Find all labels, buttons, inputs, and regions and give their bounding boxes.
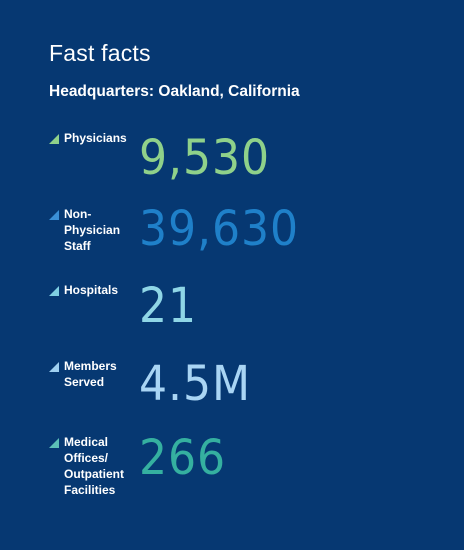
triangle-marker-shape bbox=[49, 210, 59, 220]
fact-label: Members Served bbox=[64, 359, 117, 389]
fact-value: 4.5M bbox=[139, 356, 252, 412]
page-title: Fast facts bbox=[49, 40, 151, 66]
triangle-marker-icon bbox=[49, 286, 59, 296]
triangle-marker-shape bbox=[49, 286, 59, 296]
fact-label: Non- Physician Staff bbox=[64, 207, 121, 253]
fact-label: Hospitals bbox=[64, 283, 119, 297]
triangle-marker-shape bbox=[49, 438, 59, 448]
triangle-marker-icon bbox=[49, 210, 59, 220]
fact-value: 39,630 bbox=[139, 201, 300, 257]
fact-value: 21 bbox=[139, 278, 198, 334]
triangle-marker-icon bbox=[49, 362, 59, 372]
fact-value: 9,530 bbox=[139, 130, 271, 186]
fact-value: 266 bbox=[139, 430, 227, 486]
triangle-marker-icon bbox=[49, 134, 59, 144]
fact-label: Medical Offices/ Outpatient Facilities bbox=[64, 435, 124, 497]
triangle-marker-shape bbox=[49, 362, 59, 372]
triangle-marker-icon bbox=[49, 438, 59, 448]
triangle-marker-shape bbox=[49, 134, 59, 144]
fact-label: Physicians bbox=[64, 131, 127, 145]
headquarters-subtitle: Headquarters: Oakland, California bbox=[49, 83, 300, 100]
